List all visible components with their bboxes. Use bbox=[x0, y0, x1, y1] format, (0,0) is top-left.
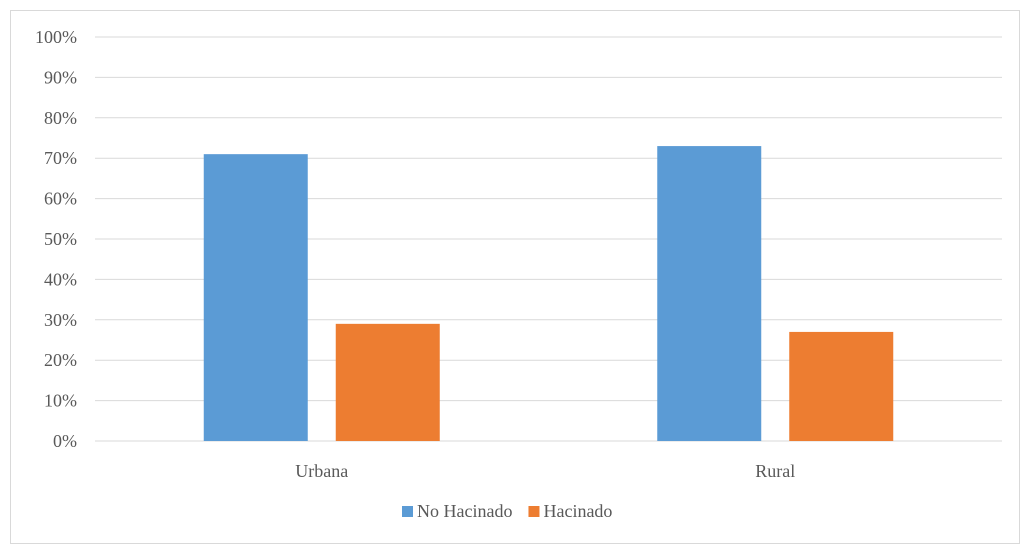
y-tick-label: 90% bbox=[44, 67, 77, 87]
bar-no-hacinado-rural bbox=[657, 146, 762, 441]
y-tick-label: 80% bbox=[44, 108, 77, 128]
y-axis-ticks: 0% 10% 20% 30% 40% 50% 60% 70% 80% 90% 100% bbox=[35, 27, 77, 451]
x-category-label: Rural bbox=[755, 461, 795, 481]
x-category-label: Urbana bbox=[295, 461, 348, 481]
y-tick-label: 20% bbox=[44, 350, 77, 370]
bar-hacinado-rural bbox=[789, 331, 894, 441]
legend-entry-label: No Hacinado bbox=[417, 501, 512, 521]
y-tick-label: 50% bbox=[44, 229, 77, 249]
x-axis-categories: Urbana Rural bbox=[295, 461, 795, 481]
bar-hacinado-urbana bbox=[335, 323, 440, 441]
legend-swatch bbox=[528, 506, 540, 517]
y-tick-label: 40% bbox=[44, 269, 77, 289]
y-tick-label: 100% bbox=[35, 27, 77, 47]
bar-no-hacinado-urbana bbox=[203, 154, 308, 441]
chart-frame bbox=[10, 10, 1020, 544]
y-tick-label: 70% bbox=[44, 148, 77, 168]
legend-swatch bbox=[402, 506, 413, 517]
y-tick-label: 0% bbox=[53, 431, 77, 451]
y-tick-label: 60% bbox=[44, 189, 77, 209]
bars bbox=[203, 146, 894, 441]
y-tick-label: 10% bbox=[44, 391, 77, 411]
y-tick-label: 30% bbox=[44, 310, 77, 330]
legend-entry-label: Hacinado bbox=[543, 501, 612, 521]
legend: No Hacinado Hacinado bbox=[402, 501, 612, 521]
